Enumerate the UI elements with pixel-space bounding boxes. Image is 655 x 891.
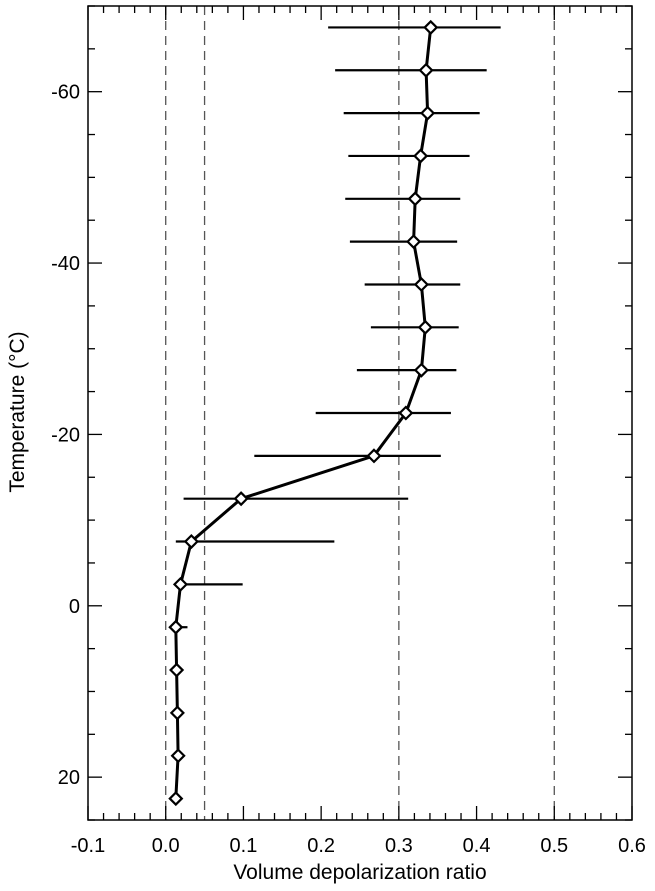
error-bars — [173, 26, 501, 629]
y-tick-labels: 20 0 -20 -40 -60 — [51, 82, 80, 789]
data-point-marker — [418, 62, 434, 78]
data-point-marker — [423, 19, 439, 35]
data-point-marker — [168, 791, 184, 807]
data-point-marker — [169, 662, 185, 678]
x-tick-label: -0.1 — [71, 835, 105, 857]
data-point-marker — [398, 405, 414, 421]
data-point-marker — [233, 491, 249, 507]
data-point-marker — [172, 576, 189, 592]
x-tick-label: 0.4 — [463, 835, 491, 857]
y-tick-label: 20 — [58, 767, 80, 789]
x-tick-label: 0.3 — [385, 835, 413, 857]
x-tick-labels: -0.1 0.0 0.1 0.2 0.3 0.4 0.5 0.6 — [71, 835, 646, 857]
x-axis-title: Volume depolarization ratio — [233, 861, 486, 884]
data-point-marker — [413, 148, 429, 164]
x-tick-label: 0.2 — [307, 835, 335, 857]
data-point-marker — [170, 748, 186, 764]
data-point-marker — [413, 362, 429, 378]
y-tick-label: -40 — [51, 253, 80, 275]
y-axis-title: Temperature (°C) — [6, 331, 29, 492]
plot-frame — [87, 5, 633, 821]
y-tick-label: -60 — [51, 82, 80, 104]
x-tick-label: 0.6 — [618, 835, 646, 857]
data-point-marker — [183, 533, 199, 550]
data-markers — [168, 19, 439, 807]
data-point-marker — [407, 191, 423, 207]
y-tick-label: -20 — [51, 424, 80, 446]
data-point-marker — [169, 705, 185, 721]
data-point-marker — [417, 319, 433, 335]
x-tick-label: 0.5 — [540, 835, 568, 857]
x-tick-label: 0.1 — [230, 835, 258, 857]
data-point-marker — [406, 234, 422, 250]
data-point-marker — [366, 448, 382, 464]
y-tick-label: 0 — [69, 596, 80, 618]
data-point-marker — [168, 619, 184, 635]
data-point-marker — [413, 276, 429, 293]
x-tick-label: 0.0 — [152, 835, 180, 857]
data-point-marker — [420, 105, 436, 121]
